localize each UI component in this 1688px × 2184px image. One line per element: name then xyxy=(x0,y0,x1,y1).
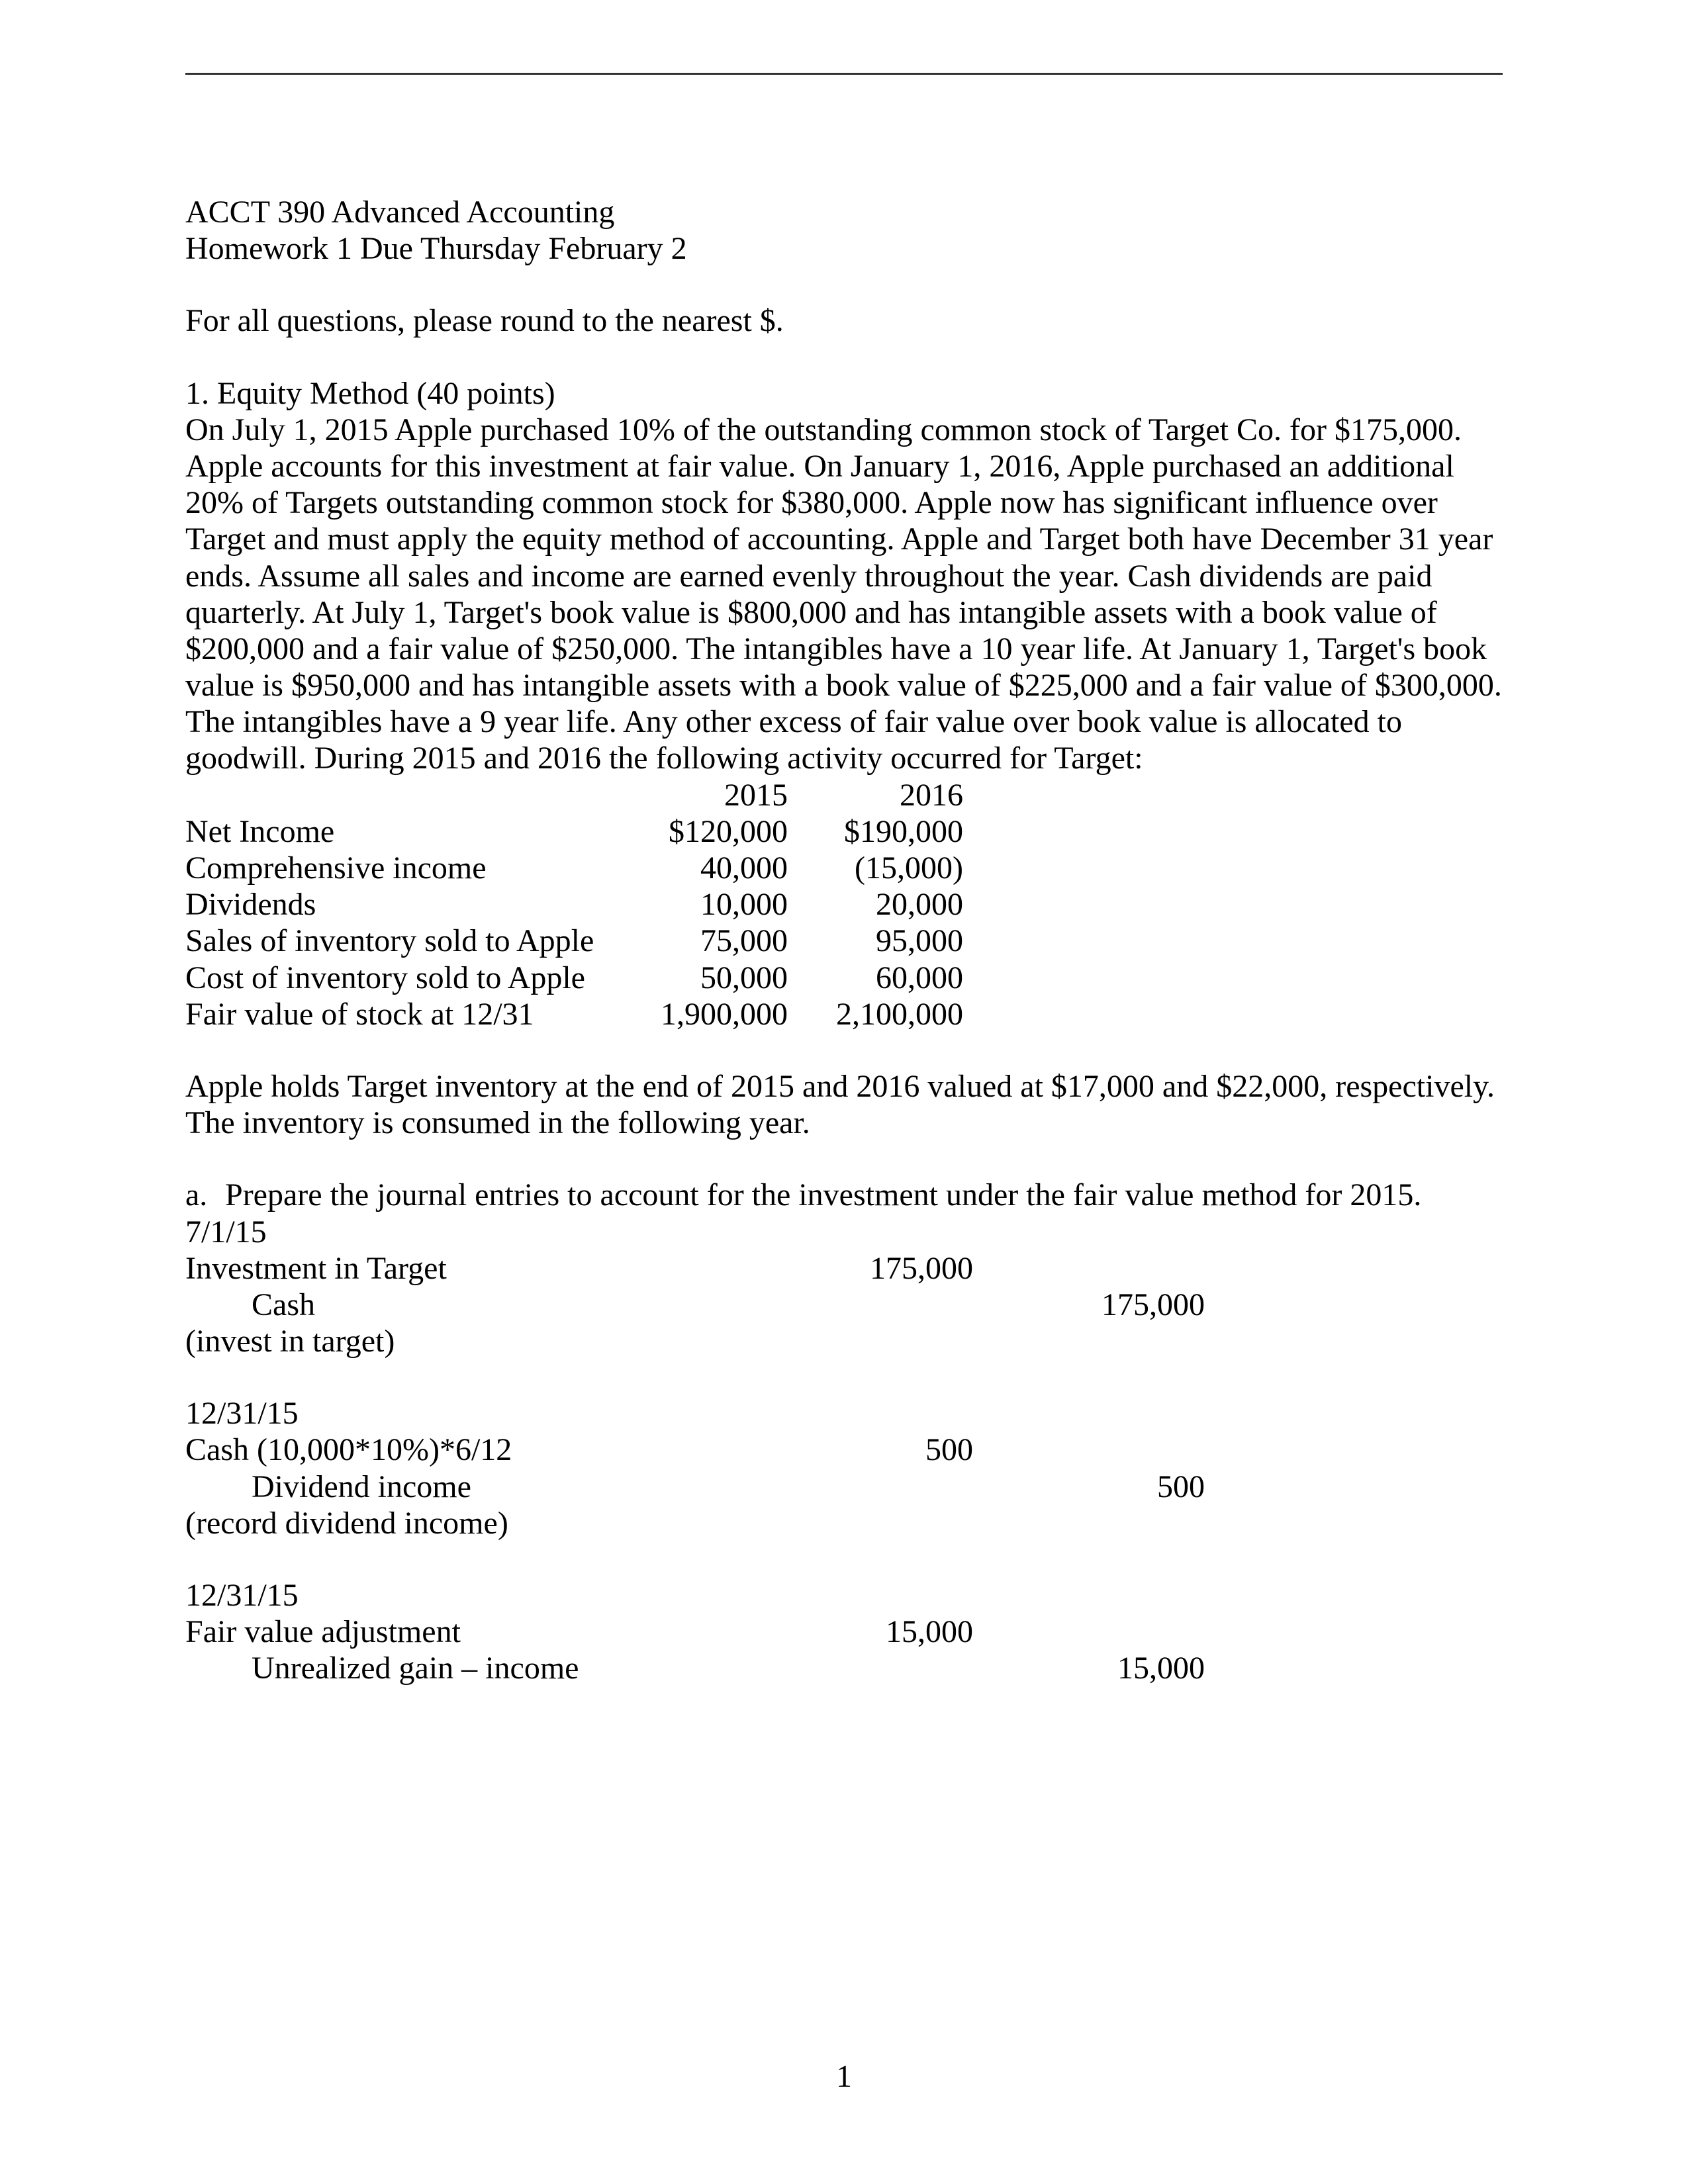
journal-entries-table: 7/1/15 Investment in Target175,000 Cash1… xyxy=(185,1214,1205,1687)
je-date-row: 12/31/15 xyxy=(185,1395,1205,1432)
je-account: Dividend income xyxy=(185,1469,808,1505)
row-val: 60,000 xyxy=(788,960,963,996)
spacer xyxy=(185,1541,1205,1577)
row-label: Cost of inventory sold to Apple xyxy=(185,960,635,996)
je-credit: 15,000 xyxy=(973,1650,1205,1686)
page-number: 1 xyxy=(0,2058,1688,2095)
table-row: Comprehensive income 40,000 (15,000) xyxy=(185,850,963,886)
row-val: $190,000 xyxy=(788,813,963,850)
top-rule xyxy=(185,73,1503,75)
je-memo: (invest in target) xyxy=(185,1323,808,1359)
row-val: 75,000 xyxy=(635,923,788,959)
activity-header-row: 2015 2016 xyxy=(185,777,963,813)
je-date: 7/1/15 xyxy=(185,1214,808,1250)
table-row: Sales of inventory sold to Apple 75,000 … xyxy=(185,923,963,959)
je-line: Dividend income 500 xyxy=(185,1469,1205,1505)
je-account: Unrealized gain – income xyxy=(185,1650,808,1686)
je-date-row: 7/1/15 xyxy=(185,1214,1205,1250)
row-val: 20,000 xyxy=(788,886,963,923)
row-label: Net Income xyxy=(185,813,635,850)
table-row: Dividends 10,000 20,000 xyxy=(185,886,963,923)
je-debit xyxy=(808,1287,973,1323)
je-account: Investment in Target xyxy=(185,1250,808,1287)
je-line: Investment in Target175,000 xyxy=(185,1250,1205,1287)
row-val: 1,900,000 xyxy=(635,996,788,1032)
je-line: Fair value adjustment15,000 xyxy=(185,1614,1205,1650)
je-date: 12/31/15 xyxy=(185,1395,808,1432)
je-debit: 15,000 xyxy=(808,1614,973,1650)
inventory-note: Apple holds Target inventory at the end … xyxy=(185,1068,1503,1141)
je-line: Unrealized gain – income 15,000 xyxy=(185,1650,1205,1686)
row-val: 95,000 xyxy=(788,923,963,959)
je-line: Cash 175,000 xyxy=(185,1287,1205,1323)
je-debit xyxy=(808,1650,973,1686)
je-debit xyxy=(808,1469,973,1505)
row-val: 10,000 xyxy=(635,886,788,923)
row-val: 50,000 xyxy=(635,960,788,996)
je-memo-row: (invest in target) xyxy=(185,1323,1205,1359)
course-title: ACCT 390 Advanced Accounting xyxy=(185,194,1503,230)
je-date-row: 12/31/15 xyxy=(185,1577,1205,1614)
je-credit xyxy=(973,1250,1205,1287)
je-credit: 175,000 xyxy=(973,1287,1205,1323)
row-val: $120,000 xyxy=(635,813,788,850)
row-label: Fair value of stock at 12/31 xyxy=(185,996,635,1032)
part-a: a. Prepare the journal entries to accoun… xyxy=(185,1177,1503,1213)
je-credit xyxy=(973,1432,1205,1468)
je-credit: 500 xyxy=(973,1469,1205,1505)
row-val: 2,100,000 xyxy=(788,996,963,1032)
instructions: For all questions, please round to the n… xyxy=(185,302,1503,339)
row-label: Sales of inventory sold to Apple xyxy=(185,923,635,959)
table-row: Fair value of stock at 12/31 1,900,000 2… xyxy=(185,996,963,1032)
activity-col-2015: 2015 xyxy=(635,777,788,813)
q1-title: 1. Equity Method (40 points) xyxy=(185,375,1503,412)
header-block: ACCT 390 Advanced Accounting Homework 1 … xyxy=(185,194,1503,267)
table-row: Cost of inventory sold to Apple 50,000 6… xyxy=(185,960,963,996)
row-val: (15,000) xyxy=(788,850,963,886)
je-account: Cash xyxy=(185,1287,808,1323)
je-account: Fair value adjustment xyxy=(185,1614,808,1650)
je-line: Cash (10,000*10%)*6/12500 xyxy=(185,1432,1205,1468)
activity-table: 2015 2016 Net Income $120,000 $190,000 C… xyxy=(185,777,963,1032)
je-account: Cash (10,000*10%)*6/12 xyxy=(185,1432,808,1468)
je-debit: 500 xyxy=(808,1432,973,1468)
spacer xyxy=(185,1359,1205,1395)
content-area: ACCT 390 Advanced Accounting Homework 1 … xyxy=(185,194,1503,1687)
je-debit: 175,000 xyxy=(808,1250,973,1287)
activity-col-2016: 2016 xyxy=(788,777,963,813)
due-line: Homework 1 Due Thursday February 2 xyxy=(185,230,1503,267)
row-label: Dividends xyxy=(185,886,635,923)
je-date: 12/31/15 xyxy=(185,1577,808,1614)
page: ACCT 390 Advanced Accounting Homework 1 … xyxy=(0,0,1688,2184)
je-memo-row: (record dividend income) xyxy=(185,1505,1205,1541)
q1-body: On July 1, 2015 Apple purchased 10% of t… xyxy=(185,412,1503,777)
part-a-marker: a. xyxy=(185,1177,225,1213)
je-memo: (record dividend income) xyxy=(185,1505,808,1541)
row-val: 40,000 xyxy=(635,850,788,886)
row-label: Comprehensive income xyxy=(185,850,635,886)
je-credit xyxy=(973,1614,1205,1650)
part-a-text: Prepare the journal entries to account f… xyxy=(225,1177,1503,1213)
table-row: Net Income $120,000 $190,000 xyxy=(185,813,963,850)
